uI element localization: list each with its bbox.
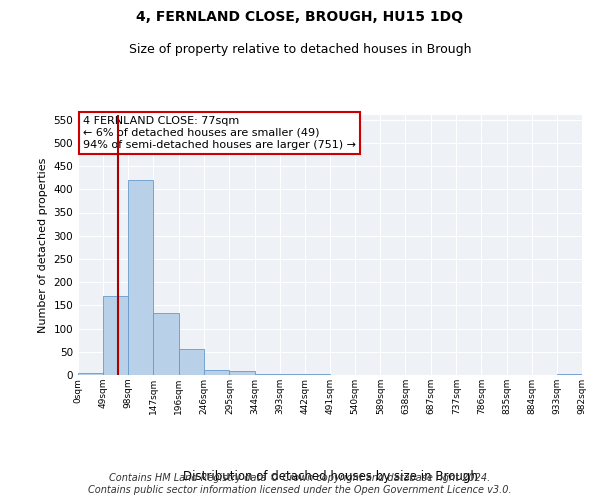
Bar [229, 372, 254, 375]
Text: Size of property relative to detached houses in Brough: Size of property relative to detached ho… [129, 42, 471, 56]
Bar [103, 296, 128, 375]
Bar [204, 370, 229, 375]
Bar [128, 180, 154, 375]
Bar [78, 372, 103, 375]
Bar [254, 374, 280, 375]
Text: 4, FERNLAND CLOSE, BROUGH, HU15 1DQ: 4, FERNLAND CLOSE, BROUGH, HU15 1DQ [137, 10, 464, 24]
Bar [154, 313, 179, 375]
Bar [557, 374, 582, 375]
Text: Contains HM Land Registry data © Crown copyright and database right 2024.
Contai: Contains HM Land Registry data © Crown c… [88, 474, 512, 495]
X-axis label: Distribution of detached houses by size in Brough: Distribution of detached houses by size … [182, 470, 478, 482]
Bar [280, 374, 305, 375]
Bar [179, 348, 204, 375]
Text: 4 FERNLAND CLOSE: 77sqm
← 6% of detached houses are smaller (49)
94% of semi-det: 4 FERNLAND CLOSE: 77sqm ← 6% of detached… [83, 116, 356, 150]
Bar [305, 374, 330, 375]
Y-axis label: Number of detached properties: Number of detached properties [38, 158, 48, 332]
